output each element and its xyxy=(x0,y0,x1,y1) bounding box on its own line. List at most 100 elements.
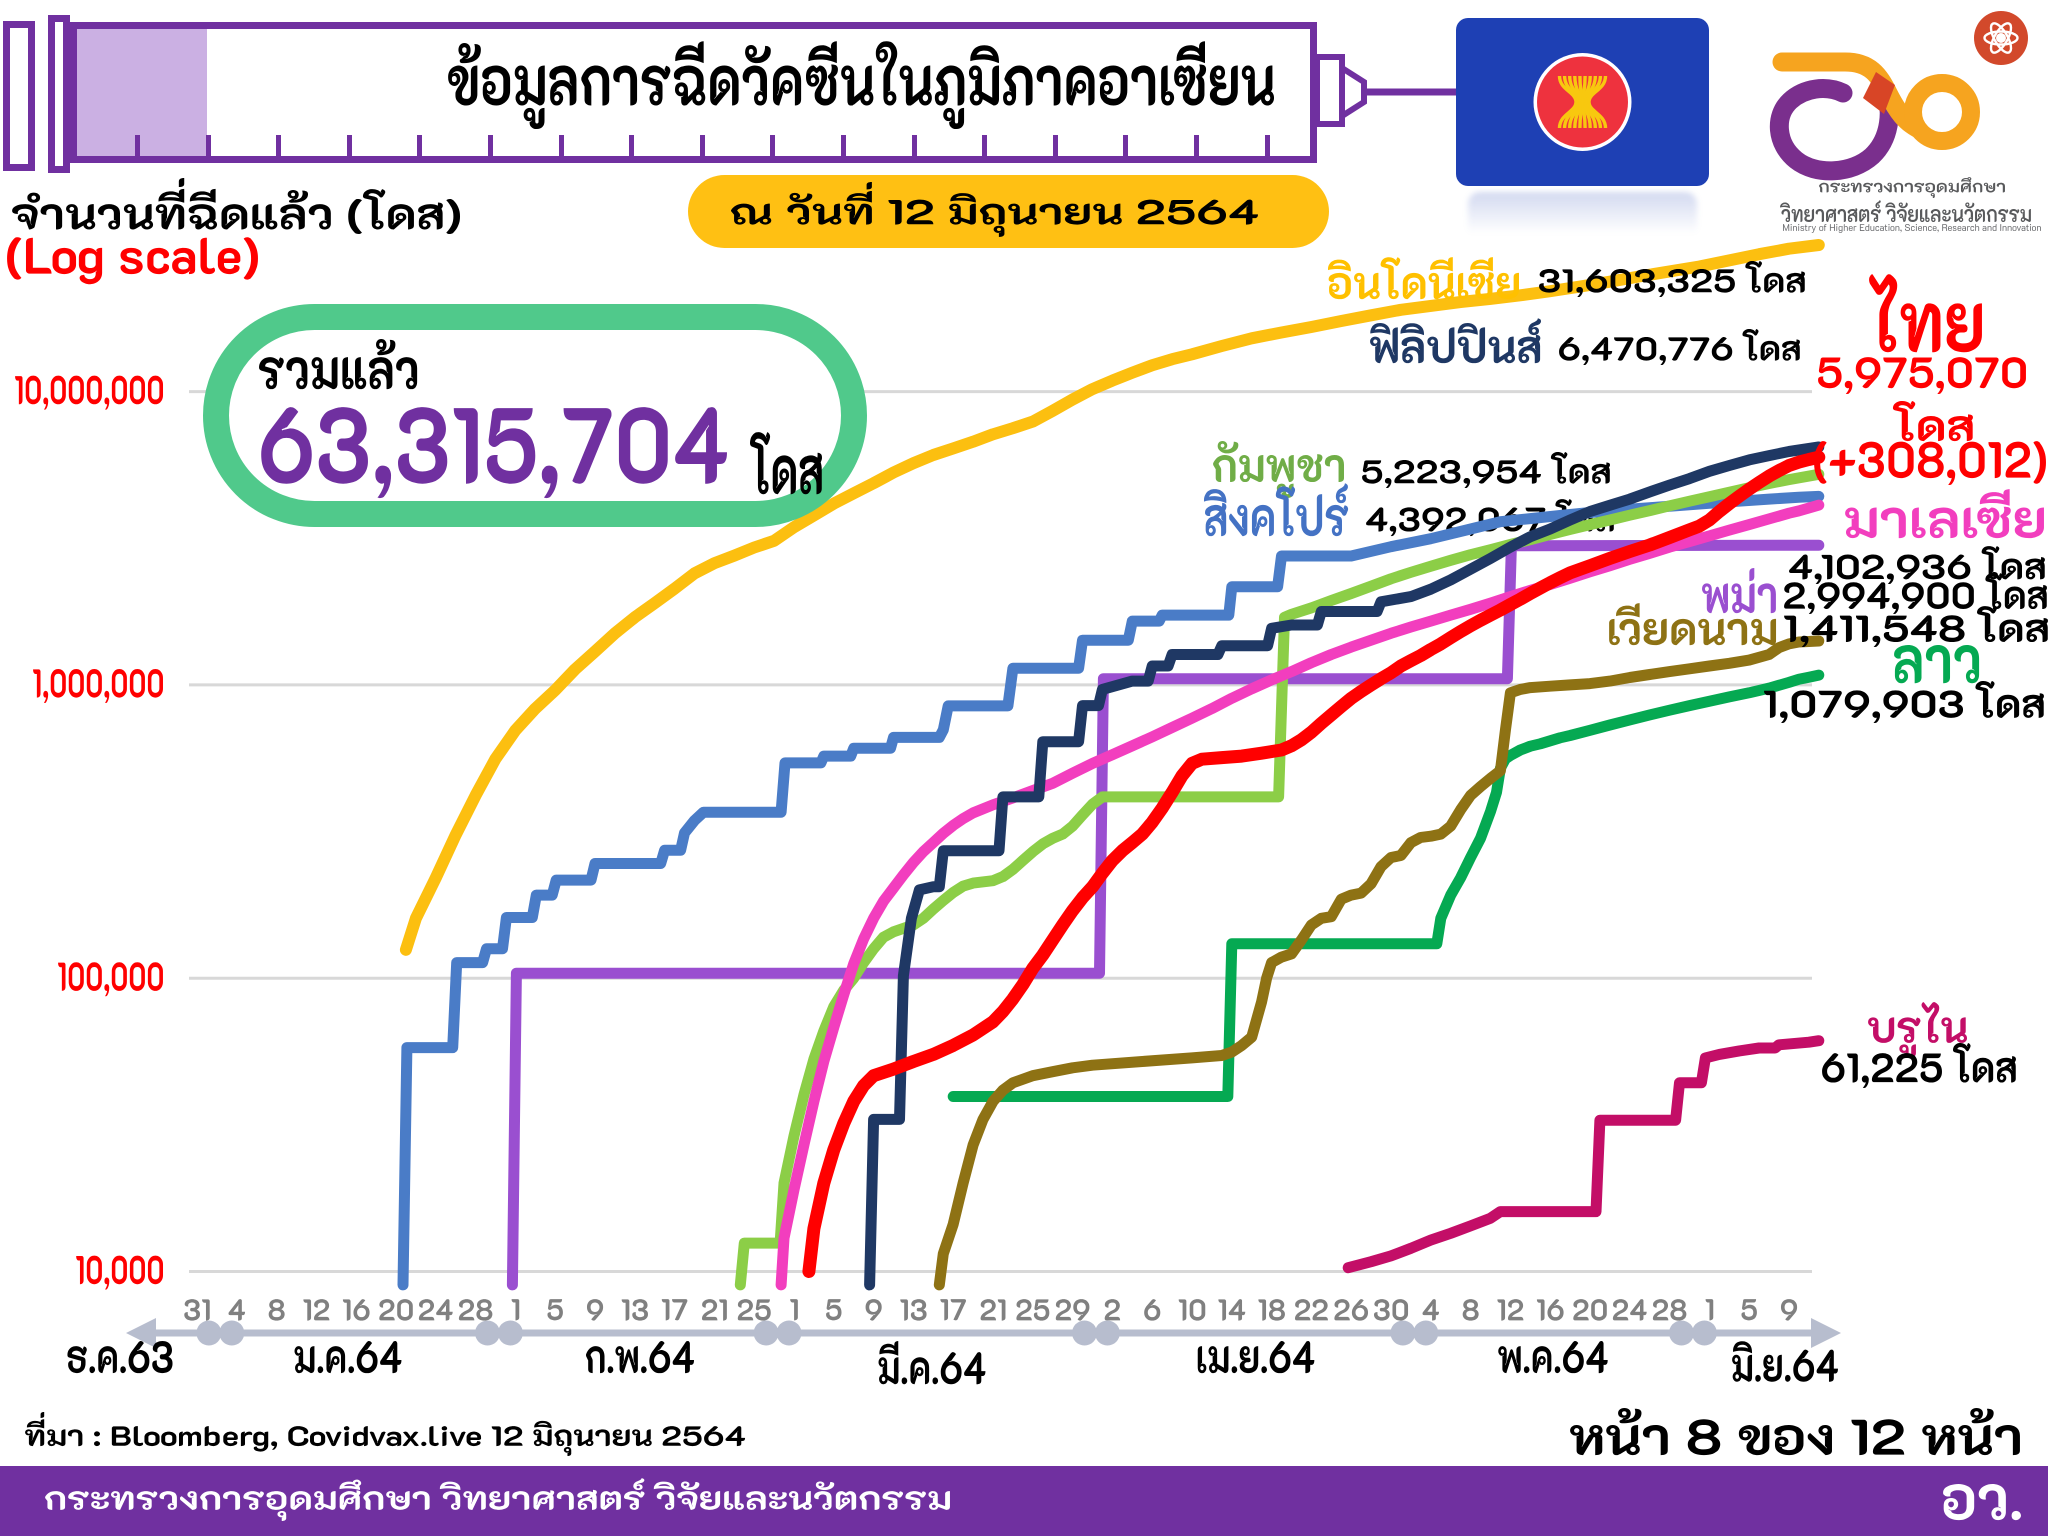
month-boundary-dot xyxy=(1390,1320,1416,1346)
x-axis-tick-label xyxy=(228,1299,246,1321)
series-brunei xyxy=(1342,1035,1825,1274)
y-axis-tick-label xyxy=(58,962,163,997)
x-axis-tick-label xyxy=(1334,1299,1369,1321)
x-axis-tick-label xyxy=(1294,1299,1328,1321)
month-boundary-dot xyxy=(753,1320,779,1346)
month-boundary-dot xyxy=(1072,1320,1097,1346)
x-axis-tick-label xyxy=(1462,1299,1479,1321)
x-axis-tick-label xyxy=(661,1299,688,1321)
month-boundary-dot xyxy=(497,1320,523,1346)
logo-text-line1 xyxy=(1818,177,2005,199)
series-laos xyxy=(947,669,1825,1102)
country-doses-cambodia xyxy=(1362,452,1610,489)
mhesi-logo xyxy=(1769,11,2028,181)
x-axis-month-label xyxy=(1197,1341,1315,1374)
x-axis-tick-label xyxy=(1536,1299,1564,1321)
atom-icon xyxy=(1974,11,2028,65)
month-boundary-dot xyxy=(1094,1320,1120,1346)
x-axis-month-label xyxy=(878,1341,986,1385)
syringe-hub-taper xyxy=(1339,62,1367,122)
x-axis-month-label xyxy=(1732,1341,1838,1382)
x-axis-tick-label xyxy=(1612,1299,1647,1321)
x-axis-tick-label xyxy=(900,1299,927,1321)
x-axis-tick-label xyxy=(1218,1299,1246,1321)
axis-arrow-right xyxy=(1811,1318,1841,1348)
asean-flag xyxy=(1456,18,1709,186)
month-boundary-dot xyxy=(1691,1320,1717,1346)
total-doses-box xyxy=(203,304,867,527)
logo-overlap xyxy=(1863,72,1895,114)
emblem-paddy-stalk xyxy=(1587,75,1608,129)
x-axis-month-label xyxy=(586,1341,694,1374)
series-vietnam xyxy=(933,635,1825,1291)
x-axis-tick-label xyxy=(1741,1299,1757,1321)
x-axis-tick-label xyxy=(865,1299,882,1321)
x-axis-tick-label xyxy=(1652,1299,1687,1321)
country-label-indonesia xyxy=(1327,257,1520,300)
country-doses-myanmar xyxy=(1784,573,2047,615)
source-note xyxy=(25,1412,746,1457)
x-axis-tick-label xyxy=(586,1299,604,1321)
x-axis-tick-label xyxy=(303,1299,330,1321)
x-axis-tick-label xyxy=(1573,1299,1607,1321)
page-info xyxy=(1570,1407,2020,1456)
x-axis-tick-label xyxy=(1104,1299,1121,1321)
logo-text-line2 xyxy=(1779,200,2031,223)
series-cambodia xyxy=(734,468,1825,1291)
x-axis-tick-label xyxy=(342,1299,370,1321)
x-axis-tick-label xyxy=(1144,1299,1161,1321)
logo-text-line3 xyxy=(1782,223,2041,234)
country-label-singapore xyxy=(1203,483,1349,537)
x-axis-timeline xyxy=(126,1318,1841,1348)
x-axis-tick-label xyxy=(980,1299,1006,1321)
country-label-thailand xyxy=(1869,274,1982,353)
month-boundary-dot xyxy=(475,1320,500,1346)
x-axis-tick-label xyxy=(790,1299,798,1321)
x-axis-tick-label xyxy=(268,1299,285,1321)
x-axis-tick-label xyxy=(1780,1299,1798,1321)
x-axis-tick-label xyxy=(184,1299,210,1321)
country-label-malaysia xyxy=(1845,489,2044,539)
x-axis-tick-label xyxy=(701,1299,727,1321)
x-axis-tick-label xyxy=(379,1299,413,1321)
x-axis-tick-label xyxy=(621,1299,648,1321)
country-doses-malaysia xyxy=(1789,546,2045,585)
logo-yellow-ring xyxy=(1904,74,1980,150)
x-axis-tick-label xyxy=(1258,1299,1285,1321)
month-boundary-dot xyxy=(219,1320,245,1346)
syringe-needle xyxy=(1364,88,1469,96)
x-axis-month-label xyxy=(67,1341,173,1374)
country-unit-thailand xyxy=(1892,401,1973,442)
x-axis-tick-label xyxy=(458,1299,493,1321)
x-axis-month-label xyxy=(294,1341,402,1374)
syringe-plunger-head xyxy=(48,15,70,173)
y-axis-tick-label xyxy=(33,668,163,703)
x-axis-tick-label xyxy=(511,1299,520,1321)
log-scale-note xyxy=(7,237,258,285)
x-axis-tick-label xyxy=(1373,1299,1409,1321)
series-thailand xyxy=(802,450,1826,1278)
syringe-hub xyxy=(1314,54,1345,127)
x-axis-month-label xyxy=(1498,1341,1608,1374)
x-axis-tick-label xyxy=(547,1299,563,1321)
country-doses-brunei xyxy=(1822,1043,2016,1089)
x-axis-tick-label xyxy=(826,1299,842,1321)
country-label-brunei xyxy=(1868,1002,1968,1058)
kpi-label xyxy=(12,178,461,235)
country-doses-philippines xyxy=(1559,329,1800,366)
syringe-liquid xyxy=(77,29,207,156)
y-axis-tick-label xyxy=(15,375,164,410)
country-increase-thailand xyxy=(1814,441,2046,486)
country-doses-thailand xyxy=(1818,357,2026,395)
series-singapore xyxy=(397,490,1825,1291)
month-boundary-dot xyxy=(196,1320,222,1346)
country-label-laos xyxy=(1894,645,1980,684)
month-boundary-dot xyxy=(1413,1320,1439,1346)
syringe-plunger-flange xyxy=(3,21,35,171)
mid-labels xyxy=(1203,441,1614,537)
month-boundary-dot xyxy=(1669,1320,1694,1346)
x-axis-tick-label xyxy=(1497,1299,1524,1321)
x-axis-tick-label xyxy=(1422,1299,1440,1321)
x-axis-tick-label xyxy=(418,1299,453,1321)
